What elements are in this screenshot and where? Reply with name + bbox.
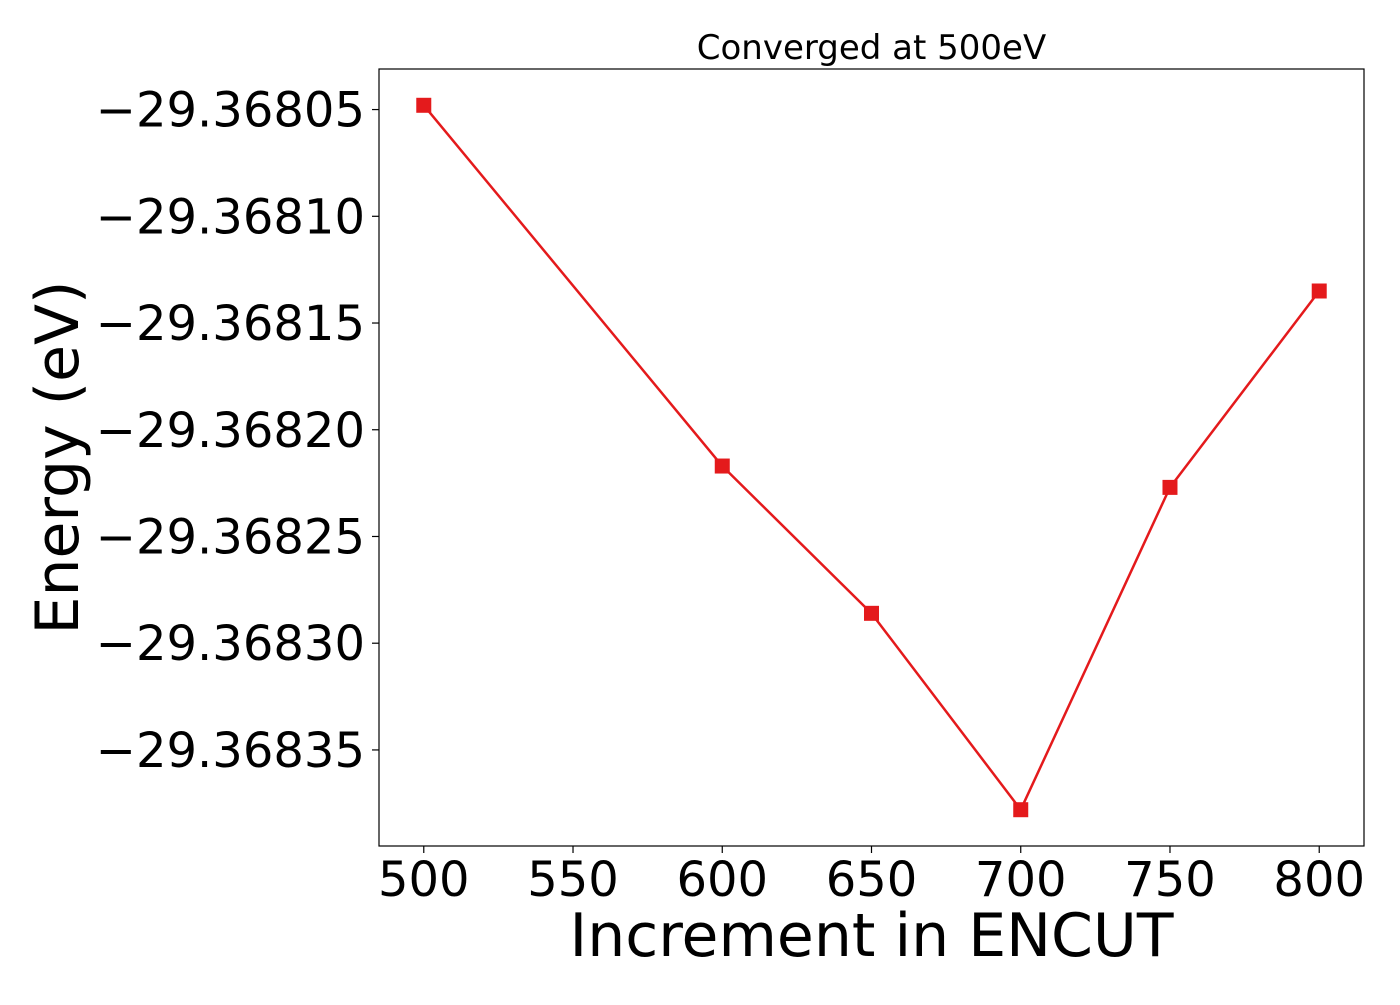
y-tick-label: −29.36805 — [96, 83, 365, 139]
y-tick-label: −29.36835 — [96, 723, 365, 779]
x-tick-label: 650 — [826, 852, 918, 908]
y-tick-label: −29.36810 — [96, 189, 365, 245]
data-point-marker — [864, 605, 879, 621]
y-axis-label: Energy (eV) — [23, 281, 93, 635]
data-point-marker — [1311, 283, 1327, 299]
chart-title: Converged at 500eV — [697, 28, 1046, 68]
x-tick-label: 750 — [1124, 852, 1216, 908]
y-tick-label: −29.36830 — [96, 616, 365, 672]
y-tick-label: −29.36815 — [96, 296, 365, 352]
data-point-marker — [1162, 479, 1178, 495]
plot-frame — [378, 68, 1365, 847]
data-point-marker — [1013, 802, 1029, 818]
x-tick-label: 800 — [1273, 852, 1365, 908]
y-tick-label: −29.36825 — [96, 509, 365, 565]
x-tick-label: 600 — [676, 852, 768, 908]
data-point-marker — [416, 97, 432, 113]
plot-area — [416, 97, 1327, 818]
series-line — [422, 104, 1321, 811]
x-tick-label: 550 — [527, 852, 619, 908]
x-axis-label: Increment in ENCUT — [570, 901, 1174, 971]
x-tick-label: 700 — [975, 852, 1067, 908]
x-tick-label: 500 — [378, 852, 470, 908]
y-tick-label: −29.36820 — [96, 403, 365, 459]
data-point-marker — [714, 458, 730, 474]
x-axis: 500 550 600 650 700 750 800 — [378, 846, 1365, 908]
y-axis: −29.36805 −29.36810 −29.36815 −29.36820 −29.… — [96, 83, 379, 779]
